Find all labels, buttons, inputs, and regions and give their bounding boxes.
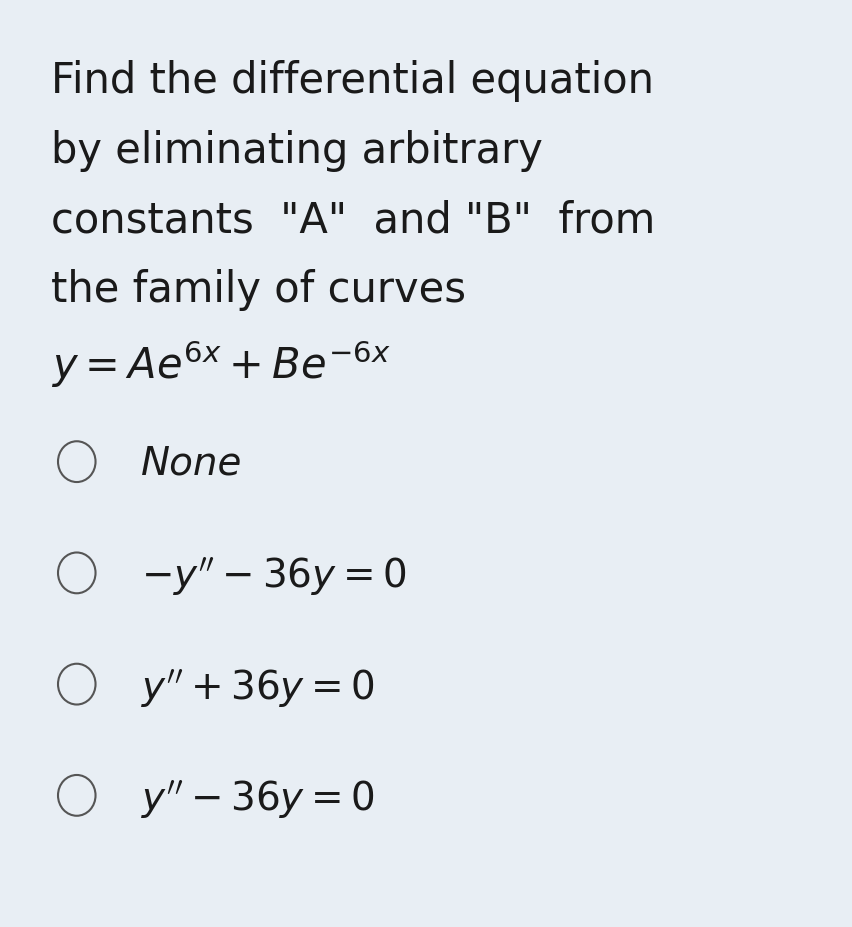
- Text: by eliminating arbitrary: by eliminating arbitrary: [51, 130, 543, 171]
- Text: constants  "A"  and "B"  from: constants "A" and "B" from: [51, 199, 654, 241]
- Text: $y = Ae^{6x} + Be^{-6x}$: $y = Ae^{6x} + Be^{-6x}$: [51, 338, 390, 390]
- Text: Find the differential equation: Find the differential equation: [51, 60, 653, 102]
- Text: $y'' - 36y = 0$: $y'' - 36y = 0$: [141, 779, 374, 820]
- Text: $y'' + 36y = 0$: $y'' + 36y = 0$: [141, 667, 374, 709]
- Text: None: None: [141, 445, 242, 483]
- Text: $-y'' - 36y = 0$: $-y'' - 36y = 0$: [141, 556, 406, 598]
- Text: the family of curves: the family of curves: [51, 269, 466, 311]
